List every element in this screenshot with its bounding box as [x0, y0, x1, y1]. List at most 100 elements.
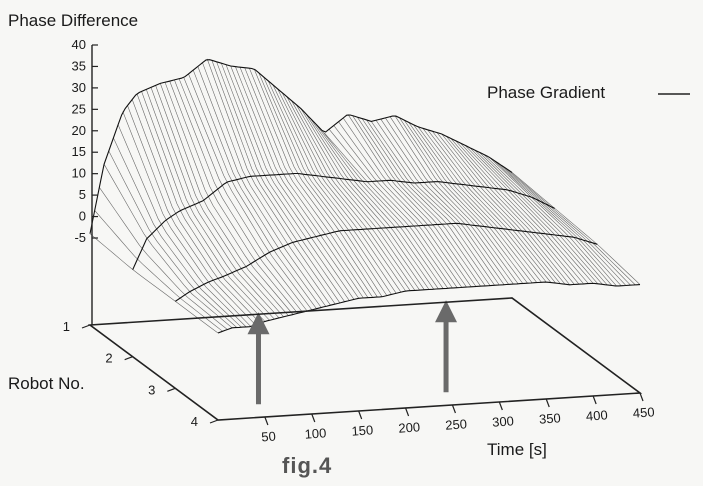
robot-tick-mark — [81, 324, 91, 329]
figure-caption: fig.4 — [282, 453, 332, 478]
surface-mesh-line — [146, 89, 275, 320]
surface-mesh-line — [249, 68, 378, 298]
surface-mesh-line — [99, 187, 228, 330]
surface-layer — [89, 58, 641, 334]
surface-mesh-line — [460, 142, 589, 284]
surface-mesh-line — [202, 62, 331, 306]
surface-mesh-line — [235, 66, 364, 299]
surface-mesh-line — [122, 111, 252, 327]
time-tick-label: 150 — [351, 422, 374, 438]
surface-mesh-line — [319, 127, 449, 289]
surface-mesh-line — [474, 149, 603, 285]
surface-mesh-line — [389, 116, 519, 284]
surface-mesh-line — [211, 60, 341, 304]
time-tick-label: 450 — [632, 404, 655, 420]
time-tick-mark — [358, 410, 363, 420]
robot-series-line — [89, 59, 513, 234]
time-tick-label: 300 — [492, 413, 515, 429]
surface-mesh-line — [342, 117, 472, 287]
time-tick-label: 100 — [304, 425, 327, 441]
surface-mesh-line — [357, 116, 486, 287]
surface-mesh-line — [178, 78, 308, 312]
surface-mesh-line — [366, 119, 495, 286]
surface-mesh-line — [113, 137, 242, 328]
surface-mesh-line — [239, 66, 369, 298]
surface-mesh-line — [221, 63, 350, 301]
legend-label: Phase Gradient — [487, 83, 605, 102]
chart-title: Phase Difference — [8, 11, 138, 30]
surface-mesh-line — [441, 133, 570, 285]
surface-mesh-line — [206, 58, 336, 305]
time-tick-mark — [404, 407, 410, 417]
robot-series-line — [132, 172, 555, 270]
time-tick-label: 250 — [445, 416, 468, 432]
surface-mesh-line — [432, 131, 561, 284]
time-tick-mark — [451, 404, 457, 414]
z-tick-label: 35 — [72, 58, 86, 73]
surface-mesh-line — [94, 210, 223, 332]
z-tick-label: 15 — [72, 144, 86, 159]
robot-tick-label: 4 — [191, 414, 198, 429]
robot-tick-label: 2 — [105, 351, 112, 366]
surface-mesh-line — [300, 108, 430, 290]
surface-mesh-line — [277, 88, 406, 292]
z-tick-label: 20 — [72, 123, 86, 138]
surface-mesh-line — [394, 115, 524, 284]
event-arrow-head — [247, 312, 270, 335]
event-arrow-layer — [247, 300, 458, 405]
surface-mesh-line — [422, 128, 552, 283]
surface-mesh-line — [272, 84, 402, 293]
z-tick-label: -5 — [74, 230, 86, 245]
surface-mesh-line — [253, 68, 383, 297]
surface-mesh-line — [310, 118, 439, 290]
floor-outline — [87, 297, 643, 421]
surface-mesh-line — [267, 80, 397, 294]
surface-mesh-line — [296, 104, 425, 290]
surface-mesh-line — [216, 61, 345, 302]
surface-mesh-line — [417, 126, 547, 283]
z-tick-label: 30 — [72, 80, 86, 95]
time-tick-mark — [592, 395, 597, 405]
time-tick-label: 400 — [585, 407, 608, 423]
surface-mesh-line — [408, 122, 538, 283]
surface-mesh-line — [131, 99, 261, 324]
surface-mesh-line — [403, 119, 533, 284]
surface-mesh-line — [141, 91, 270, 321]
robot-tick-label: 1 — [63, 319, 70, 334]
surface-mesh-line — [427, 129, 556, 284]
surface-mesh-line — [455, 140, 584, 285]
surface-mesh-line — [347, 114, 477, 287]
surface-mesh-line — [281, 92, 411, 291]
surface-mesh-line — [263, 76, 392, 295]
surface-mesh-line — [324, 132, 453, 289]
robot-tick-mark — [124, 356, 133, 361]
event-arrow-head — [435, 300, 458, 323]
surface-mesh-line — [333, 125, 463, 288]
time-tick-label: 350 — [539, 410, 562, 426]
surface-mesh-line — [89, 233, 219, 334]
surface-mesh-line — [155, 85, 284, 317]
time-tick-mark — [311, 413, 316, 423]
surface-mesh-line — [136, 93, 266, 322]
surface-mesh-line — [446, 136, 575, 285]
surface-mesh-line — [385, 117, 514, 285]
z-tick-label: 25 — [72, 101, 86, 116]
surface-mesh-line — [483, 154, 613, 286]
z-tick-label: 5 — [79, 187, 86, 202]
z-tick-label: 40 — [72, 37, 86, 52]
surface-mesh-line — [197, 66, 327, 307]
surface-mesh-line — [492, 159, 622, 287]
surface-mesh-line — [150, 87, 280, 319]
surface-mesh-line — [291, 100, 420, 291]
surface-mesh-line — [188, 73, 317, 309]
surface-mesh-line — [450, 138, 580, 285]
surface-mesh-line — [502, 165, 631, 286]
time-tick-label: 50 — [261, 429, 276, 445]
surface-mesh-line — [230, 65, 359, 299]
surface-mesh-line — [103, 164, 233, 329]
surface-mesh-line — [305, 113, 434, 290]
z-tick-label: 10 — [72, 166, 86, 181]
time-tick-mark — [545, 398, 550, 408]
